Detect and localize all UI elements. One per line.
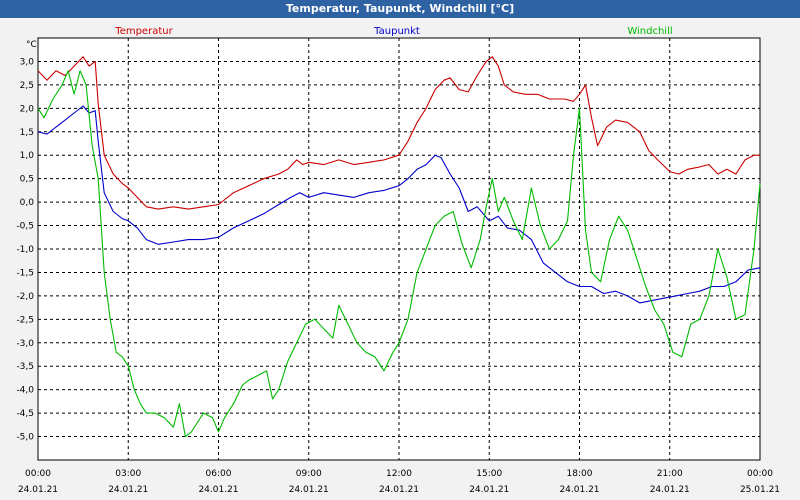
x-tick-time: 15:00 xyxy=(476,469,502,479)
y-tick-label: -3,5 xyxy=(16,362,34,372)
chart-title: Temperatur, Taupunkt, Windchill [°C] xyxy=(0,0,800,18)
x-tick-date: 24.01.21 xyxy=(198,485,238,495)
x-tick-time: 00:00 xyxy=(25,469,51,479)
x-tick-date: 24.01.21 xyxy=(650,485,690,495)
y-tick-label: 3,0 xyxy=(20,57,35,67)
y-tick-label: 2,5 xyxy=(20,81,34,91)
series-line-temperatur xyxy=(37,56,760,210)
y-tick-label: -5,0 xyxy=(16,433,34,443)
x-tick-date: 24.01.21 xyxy=(469,485,509,495)
x-tick-time: 18:00 xyxy=(567,469,593,479)
x-axis: 00:00 24.01.21 03:00 24.01.21 06:00 24.01.21 0… xyxy=(18,469,780,495)
series-line-taupunkt xyxy=(37,105,761,304)
x-tick-time: 03:00 xyxy=(115,469,141,479)
y-tick-label: -1,0 xyxy=(16,245,34,255)
y-axis-label: °C xyxy=(26,40,37,50)
y-tick-label: -2,0 xyxy=(16,292,34,302)
legend-temperatur: Temperatur xyxy=(114,26,173,37)
y-tick-label: 0,0 xyxy=(20,198,35,208)
x-tick-date: 24.01.21 xyxy=(18,485,58,495)
y-tick-label: 1,0 xyxy=(20,151,35,161)
x-tick-date: 25.01.21 xyxy=(740,485,780,495)
legend-taupunkt: Taupunkt xyxy=(373,26,420,37)
y-tick-label: -1,5 xyxy=(16,268,34,278)
grid xyxy=(38,38,760,460)
x-tick-date: 24.01.21 xyxy=(379,485,419,495)
x-tick-time: 06:00 xyxy=(206,469,232,479)
series-lines xyxy=(37,56,761,438)
y-axis: 3,0 2,5 2,0 1,5 1,0 0,5 0,0 -0,5 -1,0 -1,5 -2,0 -2,… xyxy=(16,57,34,442)
x-tick-time: 21:00 xyxy=(657,469,683,479)
y-tick-label: -0,5 xyxy=(16,222,34,232)
y-tick-label: -3,0 xyxy=(16,339,34,349)
y-tick-label: -2,5 xyxy=(16,315,34,325)
y-tick-label: 1,5 xyxy=(20,128,34,138)
y-tick-label: -4,0 xyxy=(16,386,34,396)
legend-windchill: Windchill xyxy=(627,26,672,37)
y-tick-label: -4,5 xyxy=(16,409,34,419)
y-tick-label: 2,0 xyxy=(20,104,35,114)
x-tick-time: 00:00 xyxy=(747,469,773,479)
y-tick-label: 0,5 xyxy=(20,175,34,185)
x-tick-date: 24.01.21 xyxy=(108,485,148,495)
x-tick-time: 12:00 xyxy=(386,469,412,479)
series-line-windchill xyxy=(37,70,761,438)
x-tick-date: 24.01.21 xyxy=(559,485,599,495)
x-tick-time: 09:00 xyxy=(296,469,322,479)
x-tick-date: 24.01.21 xyxy=(289,485,329,495)
